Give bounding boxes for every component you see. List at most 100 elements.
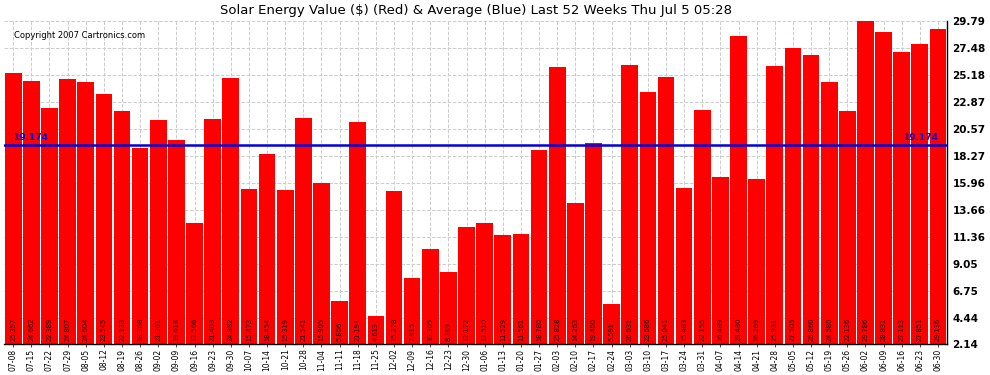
Title: Solar Energy Value ($) (Red) & Average (Blue) Last 52 Weeks Thu Jul 5 05:28: Solar Energy Value ($) (Red) & Average (… (220, 4, 732, 17)
Bar (603, 304, 620, 344)
Bar (204, 119, 221, 344)
Bar (386, 191, 402, 344)
Text: 19.400: 19.400 (590, 318, 596, 341)
Bar (168, 140, 185, 344)
Bar (223, 78, 240, 344)
Text: 4.613: 4.613 (373, 322, 379, 341)
Text: 15.473: 15.473 (246, 318, 251, 341)
Bar (42, 108, 57, 344)
Bar (657, 76, 674, 344)
Text: 24.580: 24.580 (827, 318, 833, 341)
Bar (77, 82, 94, 344)
Bar (458, 227, 475, 344)
Text: 21.301: 21.301 (155, 318, 161, 341)
Text: 26.860: 26.860 (808, 318, 814, 341)
Bar (258, 154, 275, 344)
Bar (875, 32, 892, 344)
Bar (766, 66, 783, 344)
Bar (640, 93, 656, 344)
Bar (241, 189, 257, 344)
Text: 27.113: 27.113 (899, 318, 905, 341)
Text: 29.786: 29.786 (862, 318, 868, 341)
Bar (313, 183, 330, 344)
Text: 18.780: 18.780 (536, 318, 543, 341)
Text: 12.566: 12.566 (191, 318, 198, 341)
Bar (494, 235, 511, 344)
Bar (821, 82, 838, 344)
Bar (531, 150, 547, 344)
Bar (59, 80, 76, 344)
Text: 14.263: 14.263 (572, 318, 578, 341)
Bar (712, 177, 729, 344)
Bar (622, 65, 639, 344)
Text: 11.561: 11.561 (518, 318, 524, 341)
Text: 24.604: 24.604 (83, 318, 89, 341)
Bar (748, 179, 765, 344)
Text: 19.174: 19.174 (903, 133, 938, 142)
Text: 12.510: 12.510 (482, 318, 488, 341)
Text: 25.041: 25.041 (663, 318, 669, 341)
Text: 25.357: 25.357 (10, 318, 16, 341)
Bar (23, 81, 40, 344)
Text: 25.931: 25.931 (772, 318, 778, 341)
Text: 26.031: 26.031 (627, 318, 633, 341)
Text: 7.815: 7.815 (409, 322, 415, 341)
Text: 28.831: 28.831 (880, 318, 887, 341)
Bar (912, 44, 929, 344)
Text: 8.369: 8.369 (446, 322, 451, 341)
Text: 11.529: 11.529 (500, 318, 506, 341)
Bar (839, 111, 855, 344)
Text: 19.174: 19.174 (13, 133, 49, 142)
Text: 22.155: 22.155 (699, 318, 705, 341)
Bar (585, 142, 602, 344)
Text: 16.489: 16.489 (718, 318, 724, 341)
Text: 15.319: 15.319 (282, 318, 288, 341)
Text: 21.541: 21.541 (300, 318, 306, 341)
Bar (803, 56, 820, 344)
Bar (277, 190, 294, 344)
Text: 21.403: 21.403 (210, 318, 216, 341)
Text: 5.866: 5.866 (337, 322, 343, 341)
Bar (567, 202, 584, 344)
Bar (548, 68, 565, 344)
Bar (5, 73, 22, 344)
Bar (114, 111, 131, 344)
Text: 27.851: 27.851 (917, 318, 923, 341)
Text: 18.454: 18.454 (264, 318, 270, 341)
Bar (132, 148, 148, 344)
Text: Copyright 2007 Cartronics.com: Copyright 2007 Cartronics.com (14, 31, 145, 40)
Text: 24.882: 24.882 (228, 318, 234, 341)
Text: 15.483: 15.483 (681, 318, 687, 341)
Text: 22.136: 22.136 (844, 318, 850, 341)
Text: 23.686: 23.686 (644, 318, 650, 341)
Bar (857, 21, 874, 344)
Text: 23.545: 23.545 (101, 318, 107, 341)
Bar (295, 118, 312, 344)
Bar (404, 278, 421, 344)
Bar (332, 301, 347, 344)
Bar (367, 315, 384, 344)
Text: 25.828: 25.828 (554, 318, 560, 341)
Bar (694, 110, 711, 344)
Text: 18.908: 18.908 (138, 318, 144, 341)
Text: 16.269: 16.269 (753, 318, 759, 341)
Bar (784, 48, 801, 344)
Bar (186, 222, 203, 344)
Bar (96, 94, 112, 344)
Text: 22.389: 22.389 (47, 318, 52, 341)
Bar (731, 36, 746, 344)
Bar (676, 188, 692, 344)
Text: 28.480: 28.480 (736, 318, 742, 341)
Bar (513, 234, 530, 344)
Text: 24.807: 24.807 (64, 318, 70, 341)
Text: 27.505: 27.505 (790, 318, 796, 341)
Bar (893, 53, 910, 344)
Bar (476, 223, 493, 344)
Text: 24.662: 24.662 (29, 318, 35, 341)
Text: 10.305: 10.305 (428, 318, 434, 341)
Text: 15.278: 15.278 (391, 318, 397, 341)
Text: 29.136: 29.136 (935, 318, 940, 341)
Bar (149, 120, 166, 344)
Bar (930, 29, 946, 344)
Text: 19.618: 19.618 (173, 318, 179, 341)
